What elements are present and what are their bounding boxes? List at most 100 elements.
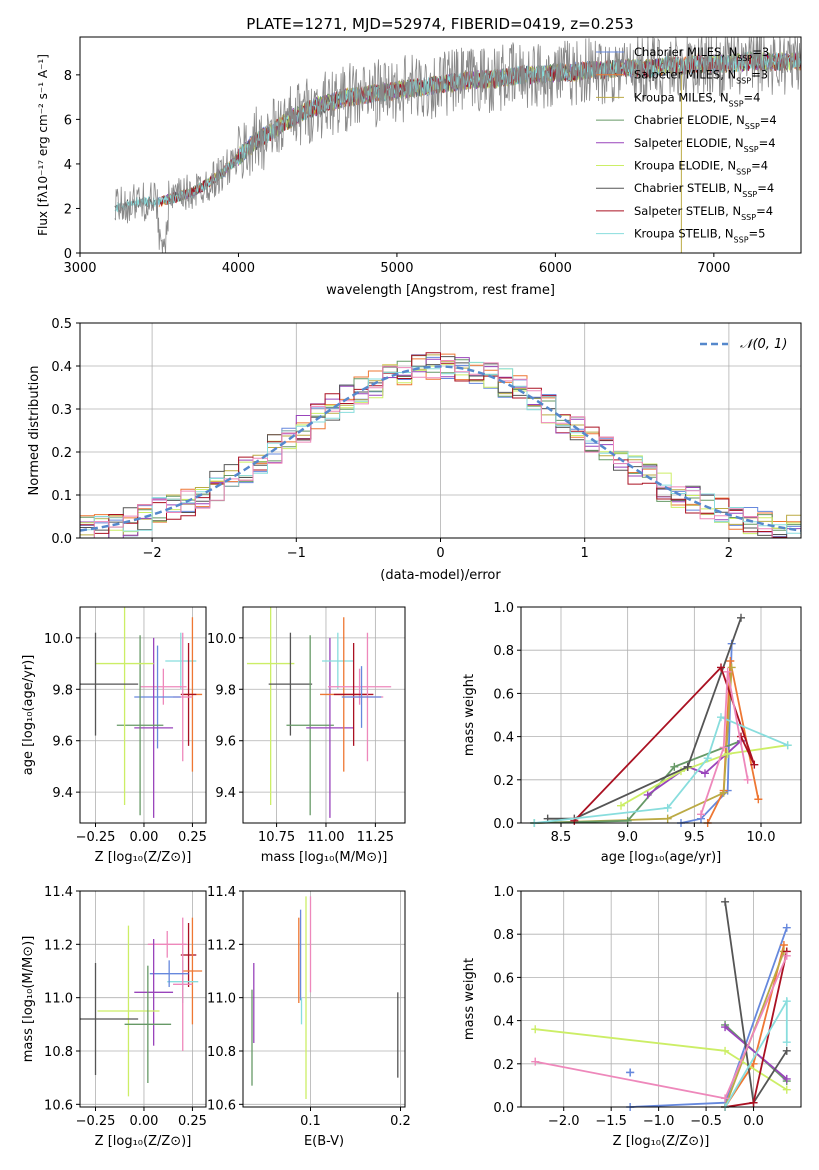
y-tick-label: 11.2 xyxy=(207,938,236,953)
y-tick-label: 0.5 xyxy=(51,317,72,332)
y-tick-label: 0 xyxy=(64,247,72,262)
x-tick-label: 9.0 xyxy=(617,830,638,845)
y-axis-label: age [log₁₀(age/yr)] xyxy=(21,655,36,776)
weight-series-line xyxy=(534,715,789,824)
plus-marker xyxy=(754,795,763,804)
x-axis-label: Z [log₁₀(Z/Z⊙)] xyxy=(95,1134,192,1149)
y-tick-label: 9.4 xyxy=(215,786,236,801)
x-tick-label: 10.75 xyxy=(258,830,295,845)
axes-frame xyxy=(79,606,207,824)
x-tick-label: 0.25 xyxy=(178,1114,207,1129)
axes-frame xyxy=(242,890,406,1108)
mass-vs-Z-panel: −0.25 0.00 0.25 10.6 10.8 11.0 11.2 11.4 Z [log₁… xyxy=(21,885,207,1149)
legend-label: Salpeter STELIB, NSSP=4 xyxy=(634,204,773,222)
plus-marker xyxy=(782,1046,791,1055)
y-axis-label: mass weight xyxy=(462,958,477,1040)
plus-marker xyxy=(719,743,728,752)
axes-frame xyxy=(79,36,802,254)
plus-marker xyxy=(531,1057,540,1066)
plus-marker xyxy=(726,657,735,665)
legend-label: Salpeter ELODIE, NSSP=4 xyxy=(634,136,776,154)
y-tick-label: 10.6 xyxy=(44,1098,73,1113)
errorbar-group xyxy=(80,917,203,1097)
errorbar-group xyxy=(251,896,399,1099)
y-tick-label: 10.0 xyxy=(207,632,236,647)
y-tick-label: 0.8 xyxy=(493,644,514,659)
legend-label: Kroupa STELIB, NSSP=5 xyxy=(634,227,765,245)
y-tick-label: 11.0 xyxy=(44,992,73,1007)
y-tick-label: 0.2 xyxy=(51,446,72,461)
y-tick-label: 10.8 xyxy=(44,1045,73,1060)
axes-frame xyxy=(242,606,406,824)
plus-marker xyxy=(721,1023,730,1032)
x-tick-label: 1 xyxy=(581,546,589,561)
y-tick-label: 0.0 xyxy=(493,817,514,832)
weight-series-line xyxy=(680,643,733,824)
y-tick-label: 0.2 xyxy=(493,1058,514,1073)
y-tick-label: 0.6 xyxy=(493,687,514,702)
x-tick-label: 0 xyxy=(436,546,444,561)
x-tick-label: −0.5 xyxy=(690,1114,722,1129)
weight-series-line xyxy=(547,617,742,820)
plus-marker xyxy=(782,1038,791,1047)
plus-marker xyxy=(737,613,745,622)
plus-marker xyxy=(697,810,705,819)
y-tick-label: 0.0 xyxy=(51,532,72,547)
plus-marker xyxy=(683,762,692,771)
x-tick-label: 3000 xyxy=(63,261,96,276)
plus-marker xyxy=(703,754,712,763)
x-tick-label: −1.0 xyxy=(643,1114,675,1129)
x-tick-label: 0.25 xyxy=(178,830,207,845)
spectrum-lines xyxy=(114,37,801,253)
legend-label: Kroupa MILES, NSSP=4 xyxy=(634,90,760,108)
errorbar-group xyxy=(246,607,392,818)
y-axis-label: Normed distribution xyxy=(27,366,42,496)
x-tick-label: −2 xyxy=(143,546,162,561)
x-axis-label: age [log₁₀(age/yr)] xyxy=(601,850,722,865)
mass-vs-ebv-panel: 0.1 0.2 10.6 10.8 11.0 11.2 11.4 E(B-V) xyxy=(207,885,411,1149)
x-tick-label: 10.0 xyxy=(747,830,776,845)
y-tick-label: 10.8 xyxy=(207,1045,236,1060)
axes-frame xyxy=(79,322,802,539)
plus-marker xyxy=(670,762,679,771)
x-tick-label: 6000 xyxy=(539,261,572,276)
x-tick-label: 11.25 xyxy=(357,830,394,845)
axes-frame xyxy=(520,606,802,824)
plus-marker xyxy=(723,667,732,676)
legend-label: Chabrier STELIB, NSSP=4 xyxy=(634,181,774,199)
x-tick-label: −1 xyxy=(287,546,306,561)
y-tick-label: 1.0 xyxy=(493,885,514,900)
x-tick-label: 0.2 xyxy=(390,1114,411,1129)
plus-marker xyxy=(717,663,725,672)
x-tick-label: 5000 xyxy=(380,261,413,276)
x-tick-label: 2 xyxy=(725,546,733,561)
y-tick-label: 0.2 xyxy=(493,774,514,789)
plus-marker xyxy=(782,1085,791,1094)
y-tick-label: 9.6 xyxy=(52,735,73,750)
y-tick-label: 9.8 xyxy=(215,683,236,698)
x-axis-label: (data-model)/error xyxy=(380,568,501,583)
x-tick-label: 4000 xyxy=(222,261,255,276)
plus-marker xyxy=(663,814,672,823)
plus-marker xyxy=(721,1046,730,1055)
y-tick-label: 0.0 xyxy=(493,1101,514,1116)
legend-label: Salpeter MILES, NSSP=3 xyxy=(634,68,768,86)
plus-marker xyxy=(721,897,730,906)
plus-marker xyxy=(643,790,652,799)
y-tick-label: 0.4 xyxy=(493,1015,514,1030)
plus-marker xyxy=(783,741,792,750)
legend-label: Chabrier ELODIE, NSSP=4 xyxy=(634,113,777,131)
y-axis-label: Flux [fλ10⁻¹⁷ erg cm⁻² s⁻¹ A⁻¹] xyxy=(36,54,50,236)
plus-marker xyxy=(617,801,625,810)
residual-panel: −2 −1 0 1 2 0.0 0.1 0.2 0.3 0.4 0.5 (data-model)/er… xyxy=(27,317,802,583)
y-tick-label: 0.8 xyxy=(493,928,514,943)
plus-marker xyxy=(721,1094,730,1103)
plus-marker xyxy=(782,997,791,1006)
x-axis-label: E(B-V) xyxy=(304,1134,344,1149)
y-tick-label: 11.0 xyxy=(207,992,236,1007)
y-tick-label: 0.3 xyxy=(51,403,72,418)
axes-frame xyxy=(79,890,207,1108)
plus-marker xyxy=(717,713,725,722)
x-tick-label: 11.00 xyxy=(307,830,344,845)
